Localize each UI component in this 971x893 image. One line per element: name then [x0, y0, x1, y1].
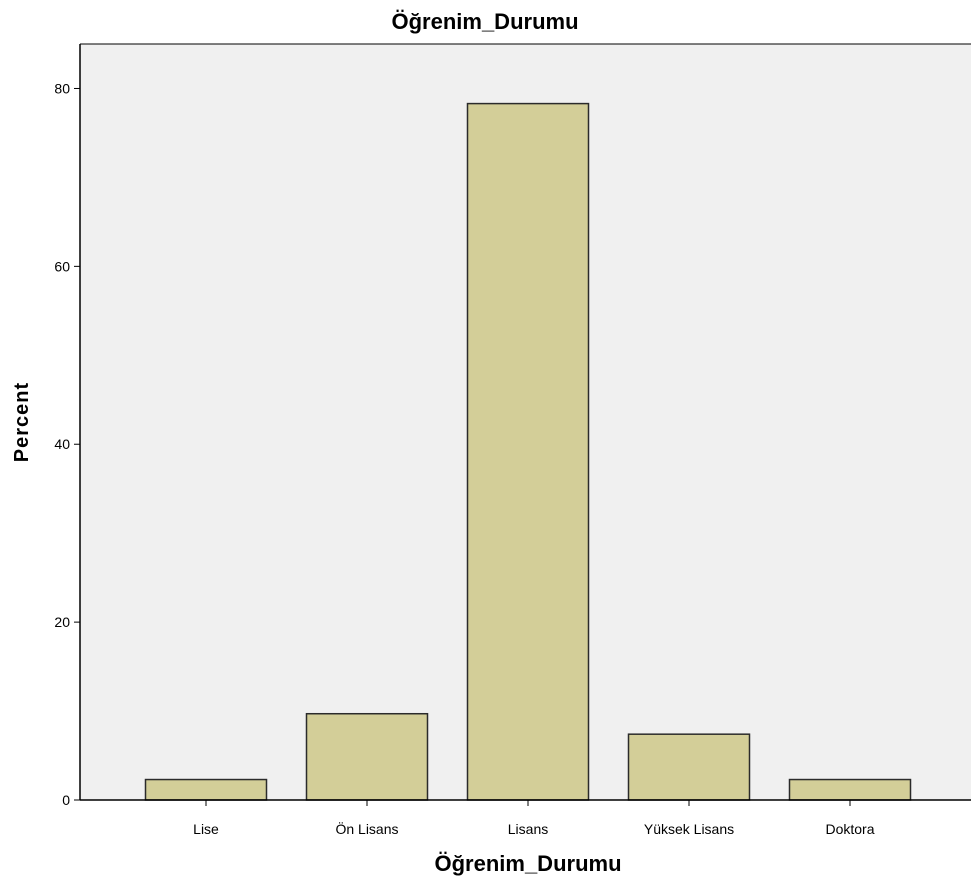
x-tick-label: Yüksek Lisans	[644, 821, 734, 837]
bar-doktora	[788, 778, 912, 801]
x-axis-label: Öğrenim_Durumu	[434, 851, 621, 876]
bar-lisans	[466, 102, 590, 801]
bar-ön-lisans	[305, 712, 429, 801]
bars-group	[144, 102, 912, 801]
x-tick-label: Doktora	[825, 821, 874, 837]
x-tick-label: Ön Lisans	[335, 820, 398, 837]
y-tick-label: 80	[54, 80, 70, 96]
x-tick-label: Lise	[193, 821, 219, 837]
y-tick-label: 0	[62, 792, 70, 808]
bar-lise	[144, 778, 268, 801]
x-tick-label: Lisans	[508, 821, 548, 837]
axes-group: Lise Ön Lisans Lisans Yüksek Lisans Doktora 0…	[54, 43, 971, 837]
y-tick-label: 20	[54, 614, 70, 630]
y-tick-label: 40	[54, 436, 70, 452]
y-tick-label: 60	[54, 258, 70, 274]
y-axis-label: Percent	[11, 382, 33, 462]
chart-title: Öğrenim_Durumu	[391, 9, 578, 34]
bar-yüksek-lisans	[627, 733, 751, 801]
